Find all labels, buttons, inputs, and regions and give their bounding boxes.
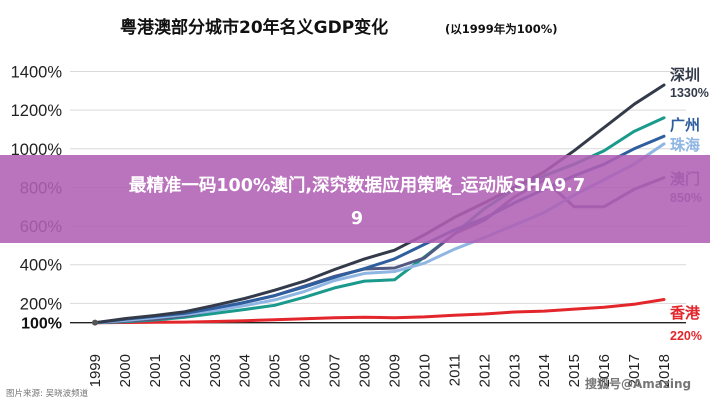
y-tick-label: 1200% <box>11 102 63 120</box>
source-note: 图片来源: 吴晓波频道 <box>6 388 89 399</box>
series-name-label: 珠海 <box>670 136 700 154</box>
x-tick-label: 2013 <box>506 354 523 387</box>
x-axis-ticks: 1999 2000 2001 2002 2003 2004 2005 2006 2007 2008… <box>87 354 673 387</box>
series-name-label: 香港 <box>670 304 701 322</box>
series-end-value: 220% <box>670 329 702 343</box>
series-end-value: 1330% <box>670 86 709 100</box>
x-tick-label: 2011 <box>446 354 463 386</box>
watermark: 搜狐号@Amazing <box>585 376 691 391</box>
origin-point <box>92 319 98 326</box>
x-tick-label: 2017 <box>626 354 643 387</box>
x-tick-label: 2014 <box>536 354 553 387</box>
series-line-5 <box>93 298 666 325</box>
x-tick-label: 2007 <box>327 354 344 387</box>
y-tick-label: 400% <box>20 257 63 275</box>
y-tick-label: 1000% <box>11 141 63 159</box>
overlay-banner-line-1: 最精准一码100%澳门,深究数据应用策略_运动版SHA9.7 <box>129 175 585 196</box>
overlay-banner <box>0 155 710 243</box>
x-tick-label: 2004 <box>237 354 254 387</box>
x-tick-label: 2002 <box>177 354 194 387</box>
series-line-0 <box>93 83 666 325</box>
x-tick-label: 2003 <box>207 354 224 387</box>
y-tick-label: 1400% <box>11 63 63 81</box>
x-tick-label: 2000 <box>117 354 134 387</box>
chart-subtitle: (以1999年为100%) <box>445 22 558 36</box>
x-tick-label: 1999 <box>87 354 104 387</box>
x-tick-label: 2016 <box>596 354 613 387</box>
overlay-banner-line-2: 9 <box>351 209 363 229</box>
series-name-label: 深圳 <box>670 66 700 84</box>
x-tick-label: 2001 <box>147 354 164 387</box>
x-tick-label: 2015 <box>566 354 583 387</box>
x-tick-label: 2010 <box>416 354 433 387</box>
x-tick-label: 2009 <box>386 354 403 387</box>
x-tick-label: 2018 <box>656 354 673 387</box>
x-tick-label: 2008 <box>357 354 374 387</box>
chart-title: 粤港澳部分城市20年名义GDP变化 <box>120 17 388 38</box>
x-tick-label: 2005 <box>267 354 284 387</box>
x-tick-label: 2012 <box>476 354 493 387</box>
series-name-label: 广州 <box>670 116 700 134</box>
y-tick-label: 100% <box>21 316 62 333</box>
x-tick-label: 2006 <box>297 354 314 387</box>
y-tick-label: 200% <box>20 295 63 313</box>
